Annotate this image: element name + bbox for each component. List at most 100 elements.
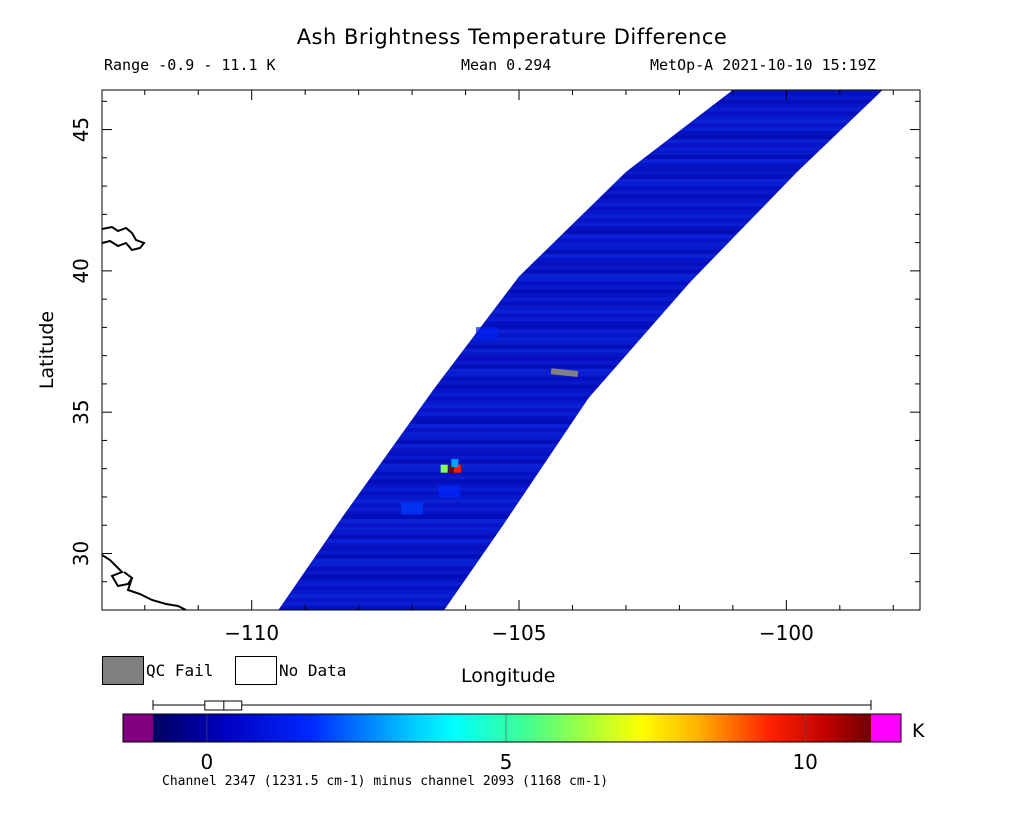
colorbar-tick-label: 5 [500,750,513,774]
swath-scanline [515,277,695,282]
swath-scanline [420,404,585,409]
swath-scanline [598,194,776,199]
swath-scanline [311,558,480,563]
colorbar-unit: K [912,720,925,742]
chart-title: Ash Brightness Temperature Difference [296,25,728,49]
swath-scanline [327,534,497,539]
x-axis: −110 −105 −100 [144,90,894,645]
colorbar-frame [122,713,902,743]
swath-scanline [286,594,456,599]
swath-scanline [503,293,681,298]
anomaly-pixels [401,327,498,515]
swath-scanline [473,333,646,337]
swath-scanline [397,435,564,440]
swath-scanline [289,590,458,595]
swath-scanline [710,103,869,108]
swath-scanline [623,170,799,175]
colorbar-ticks: 0 5 10 [200,714,818,774]
swath-scanline [694,115,857,120]
swath-scanline [479,325,653,330]
swath-scanline [383,455,550,460]
swath-scanline [428,392,594,397]
swath-scanline [380,459,548,464]
swath-scanline [476,329,649,334]
anomaly-pixel [440,464,448,473]
coastline [102,225,187,610]
colorbar-tick-label: 0 [200,750,213,774]
swath-scanline [610,182,787,187]
swath-scanline [292,586,461,591]
colorbar-gradient [153,714,871,742]
swath-scanline [590,202,768,207]
anomaly-pixel [451,459,459,468]
swath-scanline [316,550,486,555]
swath-scanline [305,566,475,571]
swath-scanline [582,210,760,215]
swath-scanline [425,396,591,401]
swath-scanline [518,273,699,278]
swath-scanline [521,269,703,274]
swath-texture [278,90,882,610]
swath-scanline [343,511,513,516]
swath-scanline [417,408,582,413]
swath-scanline [663,139,832,144]
swath-scanline [411,416,577,421]
swath-scanline [422,400,588,405]
swath-scanline [558,234,737,239]
swath-scanline [349,503,518,508]
swath-scanline [574,218,753,223]
swath-scanline [614,178,791,183]
swath-scanline [319,546,489,551]
colorbar-under-swatch [123,714,153,742]
y-axis: 30 35 40 45 [69,100,920,583]
swath-scanline [679,127,844,132]
swath-scanline [542,249,722,254]
swath-scanline [673,131,840,136]
range-text: Range -0.9 - 11.1 K [104,56,276,74]
swath-scanline [497,301,674,306]
satellite-time-text: MetOp-A 2021-10-10 15:19Z [650,56,876,74]
swath-scanline [720,95,877,100]
swath-scanline [464,344,636,349]
swath-scanline [485,317,660,322]
swath-scanline [414,412,580,417]
swath-scanline [562,230,741,235]
swath-scanline [394,439,561,444]
swath-scanline [506,289,684,294]
swath-scanline [369,475,537,480]
swath-scanline [586,206,764,211]
anomaly-pixel [475,327,498,340]
swath-scanline [455,356,625,361]
swath-scanline [449,364,618,369]
anomaly-pixel [454,464,462,473]
qc-fail-segment [550,368,579,378]
swath-scanline [324,538,494,543]
swath-scanline [512,281,691,286]
swath-scanline [509,285,688,290]
swath-scanline [300,574,469,579]
swath-scanline [494,305,670,310]
swath-scanline [341,515,510,519]
swath-scanline [308,562,478,567]
plot-frame [101,89,921,611]
swath-scanline [408,420,574,425]
coastline-segment [102,225,146,252]
x-tick-label: −105 [492,621,547,645]
coastline-segment [102,554,187,610]
swath-scanline [530,261,710,266]
swath-scanline [467,340,639,345]
swath-scanline [488,313,663,318]
y-tick-label: 35 [69,399,93,424]
swath-scanline [297,578,467,583]
swath-scanline [446,368,615,373]
swath-scanline [491,309,667,314]
swath-scanline [704,107,865,112]
swath-scanline [346,507,516,512]
mean-text: Mean 0.294 [461,56,552,74]
swath-scanline [534,257,714,262]
box-iqr [204,700,243,711]
swath-scanline [338,519,508,523]
swath-scanline [619,174,795,179]
swath-scanline [458,352,629,357]
qc-fail-swatch [102,656,144,685]
